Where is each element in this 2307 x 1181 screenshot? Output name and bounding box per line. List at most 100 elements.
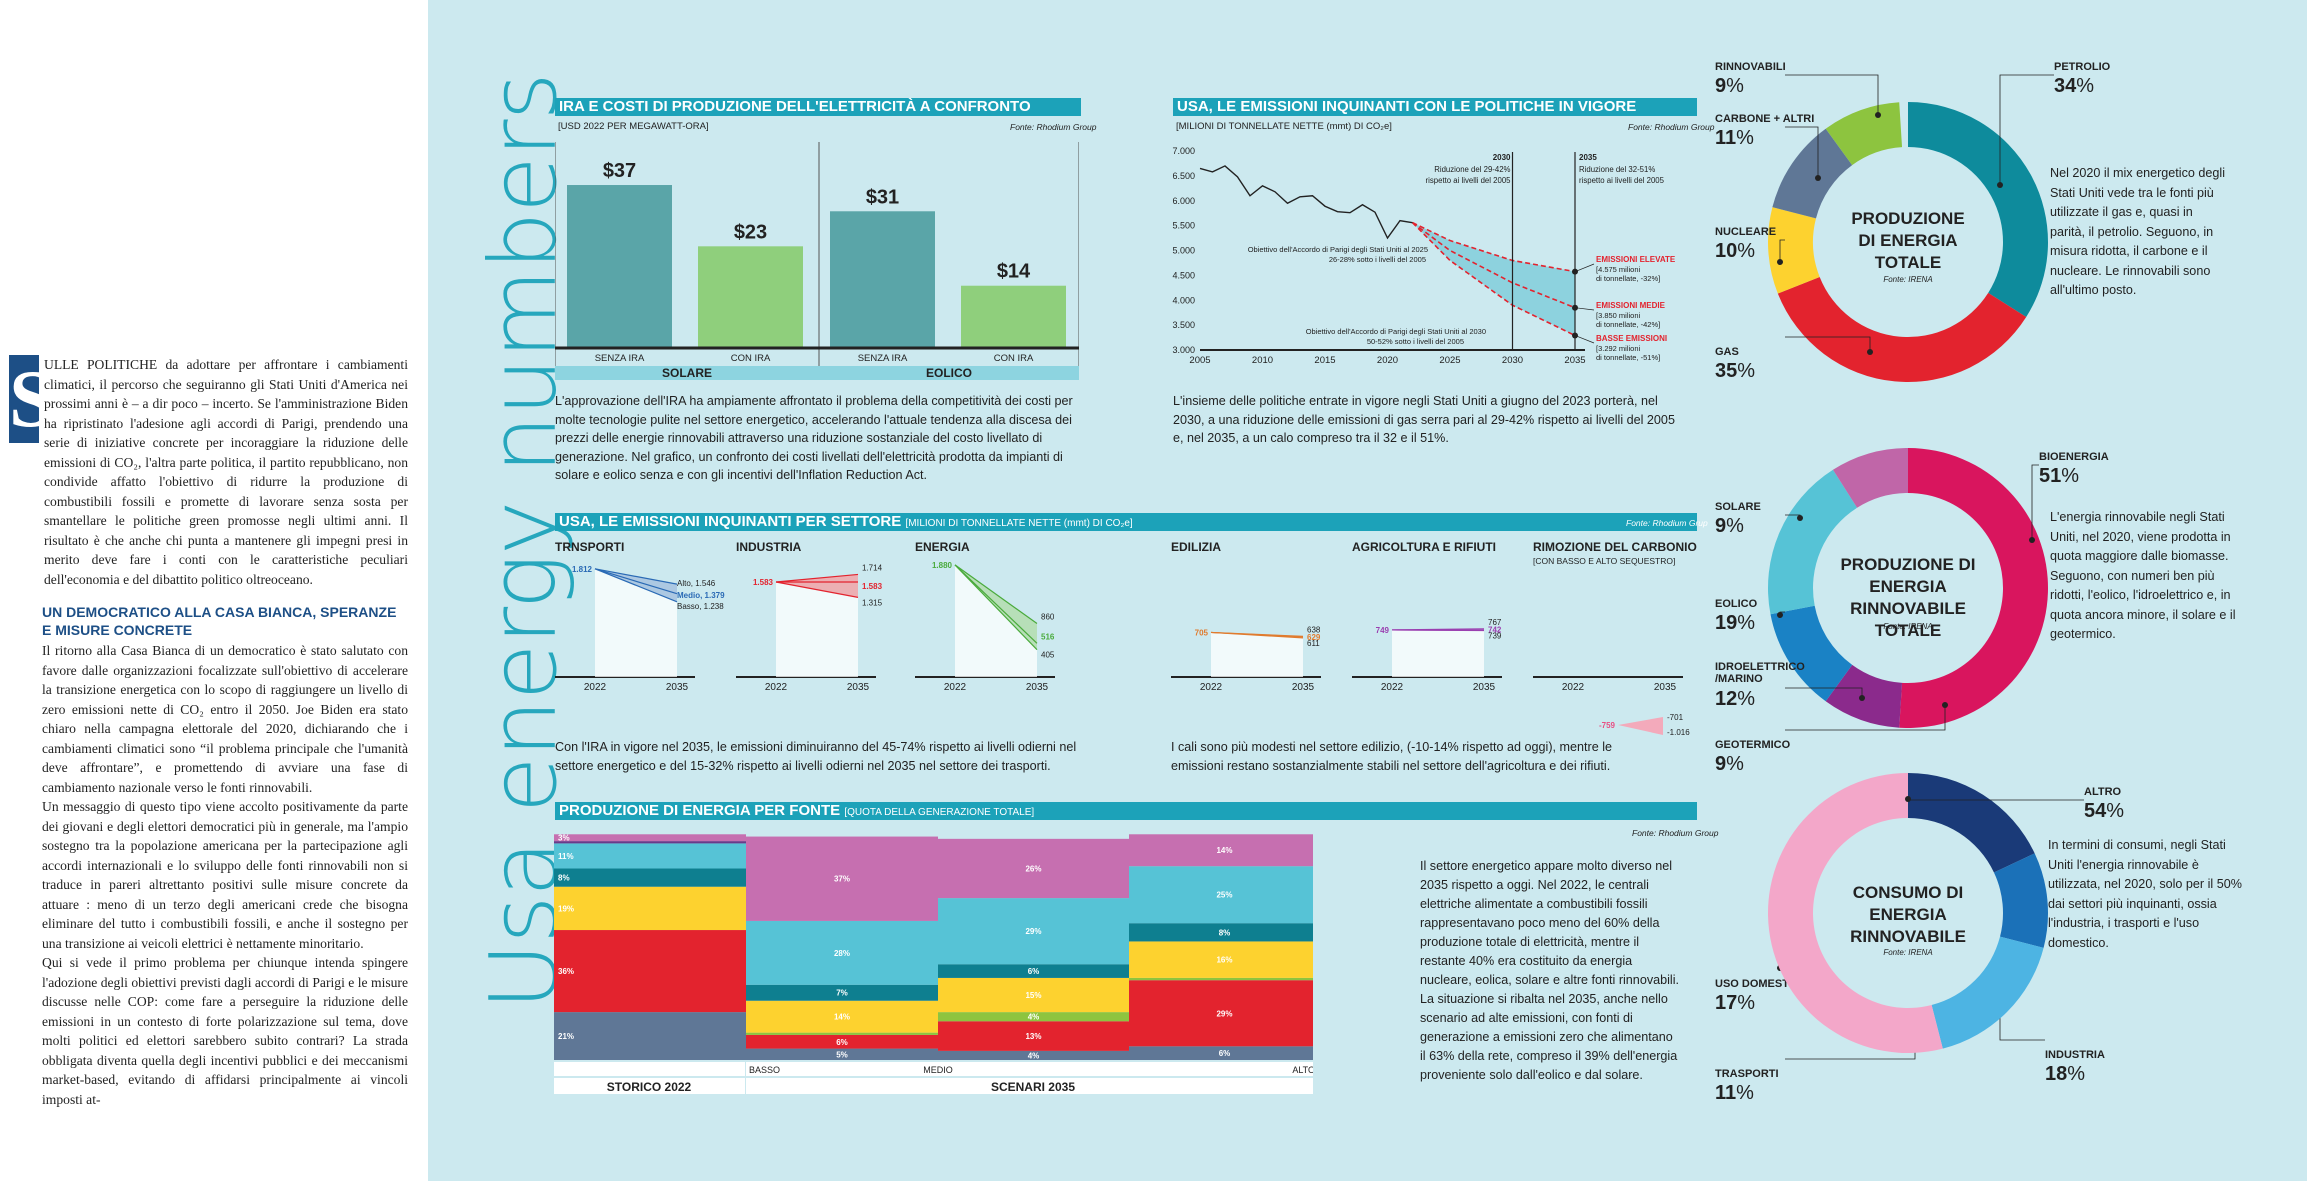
emis-scenario-detail: di tonnellate, -51%] xyxy=(1596,353,1660,362)
production-segment-label: 15% xyxy=(1025,991,1041,1000)
ira-chart-title: IRA E COSTI DI PRODUZIONE DELL'ELETTRICI… xyxy=(555,98,1081,116)
sector-small-multiples: TRNSPORTI 2022 2035 1.812 INDUSTRIA 2022 2035 1… xyxy=(555,540,1697,737)
production-category-label: ALTO xyxy=(1292,1065,1313,1075)
emis-leader-line xyxy=(1574,335,1595,344)
emis-x-tick-label: 2025 xyxy=(1439,355,1460,366)
production-segment xyxy=(554,868,746,887)
production-segment xyxy=(554,834,746,842)
emissions-chart-title: USA, LE EMISSIONI INQUINANTI CON LE POLI… xyxy=(1173,98,1697,116)
sector-x-tick: 2022 xyxy=(584,682,607,693)
production-segment-label: 13% xyxy=(1025,1032,1041,1041)
sector-area xyxy=(776,574,858,677)
production-axis-band xyxy=(554,1062,745,1076)
emis-scenario-line xyxy=(1412,221,1576,273)
emis-y-tick-label: 7.000 xyxy=(1172,146,1195,156)
donut-slice-value: 11% xyxy=(1715,127,1754,149)
donut-slice xyxy=(1832,448,1908,508)
donut-slice-label: RINNOVABILI xyxy=(1715,61,1786,73)
donut-leader-line xyxy=(1785,126,1819,178)
ira-text: L'approvazione dell'IRA ha ampiamente af… xyxy=(555,394,1073,482)
emis-y-tick-label: 3.500 xyxy=(1172,320,1195,330)
sector-end-label: 742 xyxy=(1488,626,1502,635)
emis-2035-annotation: rispetto ai livelli del 2005 xyxy=(1579,176,1665,185)
donut-leader-line xyxy=(1907,799,2084,801)
ira-bar-value-label: $14 xyxy=(997,261,1031,283)
production-segment-label: 11% xyxy=(558,852,574,861)
production-segment xyxy=(746,1032,938,1035)
sector-end-label: 516 xyxy=(1041,633,1055,642)
donut-slice-value: 54% xyxy=(2084,800,2124,822)
donut-slice xyxy=(1825,102,1903,166)
emis-scenario-label: EMISSIONI MEDIE xyxy=(1596,301,1666,310)
emis-leader-line xyxy=(1574,307,1595,311)
production-segment-label: 16% xyxy=(1216,956,1232,965)
sector-end-label: 638 xyxy=(1307,625,1321,634)
ira-category-label: CON IRA xyxy=(994,353,1034,364)
production-segment-label: 7% xyxy=(836,989,848,998)
sector-end-label: 767 xyxy=(1488,618,1502,627)
donut-slice-label: IDROELETTRICO xyxy=(1715,661,1805,673)
sector-start-label: -759 xyxy=(1599,721,1616,730)
production-title-text: PRODUZIONE DI ENERGIA PER FONTE xyxy=(559,802,841,819)
sector-x-tick: 2035 xyxy=(666,682,689,693)
sector-x-tick: 2035 xyxy=(847,682,870,693)
emis-scenario-label: EMISSIONI ELEVATE xyxy=(1596,255,1676,264)
production-segment xyxy=(938,838,1129,899)
emis-x-tick-label: 2035 xyxy=(1564,355,1585,366)
sector-panel-title: INDUSTRIA xyxy=(736,540,802,554)
production-segment-label: 36% xyxy=(558,967,574,976)
production-segment xyxy=(554,843,746,869)
production-segment xyxy=(1129,980,1313,1047)
donut-slice xyxy=(1768,469,1858,615)
donut-slice xyxy=(1777,276,2027,382)
donut-slice xyxy=(1768,207,1820,294)
article-paragraph-2: Il ritorno alla Casa Bianca di un democr… xyxy=(42,643,408,795)
sector-end-label: 1.714 xyxy=(862,563,883,572)
sector-title-text: USA, LE EMISSIONI INQUINANTI PER SETTORE xyxy=(559,513,902,530)
production-group-label: STORICO 2022 xyxy=(607,1080,692,1094)
ira-category-label: SENZA IRA xyxy=(595,353,645,364)
emis-x-tick-label: 2005 xyxy=(1189,355,1210,366)
donut-slice-label: ALTRO xyxy=(2084,786,2122,798)
sector-x-tick: 2035 xyxy=(1026,682,1049,693)
sector-end-label: 611 xyxy=(1307,639,1320,648)
donut-slice-label: GEOTERMICO xyxy=(1715,739,1791,751)
production-segment-label: 4% xyxy=(1028,1013,1040,1022)
donut-slice-label: CARBONE + ALTRI xyxy=(1715,113,1814,125)
production-segment xyxy=(1129,923,1313,942)
sector-x-tick: 2022 xyxy=(944,682,967,693)
production-segment-label: 29% xyxy=(1216,1009,1232,1018)
emis-y-tick-label: 3.000 xyxy=(1172,345,1195,355)
production-segment-label: 8% xyxy=(1219,928,1231,937)
article-heading: UN DEMOCRATICO ALLA CASA BIANCA, SPERANZ… xyxy=(42,604,397,638)
sector-area xyxy=(955,564,1037,677)
sector-start-label: 705 xyxy=(1195,628,1209,637)
production-segment xyxy=(746,1048,938,1060)
sector-line xyxy=(954,564,1038,625)
emis-scenario-line xyxy=(1411,222,1576,337)
donut-leader-line xyxy=(1779,239,1785,262)
donut-slice xyxy=(1770,605,1853,702)
production-segment xyxy=(554,886,746,931)
donut-slice-label: PETROLIO xyxy=(2054,61,2111,73)
donut-slice xyxy=(1772,128,1853,219)
article-paragraph-4: Qui si vede il primo problema per chiunq… xyxy=(42,955,408,1107)
emis-2035-annotation: 2035 xyxy=(1579,153,1597,162)
donut-slice-value: 9% xyxy=(1715,75,1744,97)
donut-slice-value: 11% xyxy=(1715,1082,1754,1104)
sector-end-label: 860 xyxy=(1041,613,1055,622)
emis-2030-annotation: Riduzione del 29-42% xyxy=(1434,165,1510,174)
sector-range-band xyxy=(1618,717,1663,735)
production-segment-label: 8% xyxy=(558,874,570,883)
production-axis-band xyxy=(746,1062,1313,1076)
sector-line xyxy=(1391,629,1485,632)
emis-scenario-detail: [4.575 milioni xyxy=(1596,265,1641,274)
sector-line xyxy=(954,564,1038,644)
production-segment xyxy=(1129,1046,1313,1060)
production-segment-label: 4% xyxy=(1028,1051,1040,1060)
donut-charts: PETROLIO 34% GAS 35% NUCLEARE 10% CARBONE + AL… xyxy=(1715,61,2124,1104)
production-segment-label: 29% xyxy=(1025,927,1041,936)
emis-scenario-detail: [3.850 milioni xyxy=(1596,311,1641,320)
donut-slice-label: BIOENERGIA xyxy=(2039,451,2109,463)
emis-x-tick-label: 2030 xyxy=(1502,355,1523,366)
